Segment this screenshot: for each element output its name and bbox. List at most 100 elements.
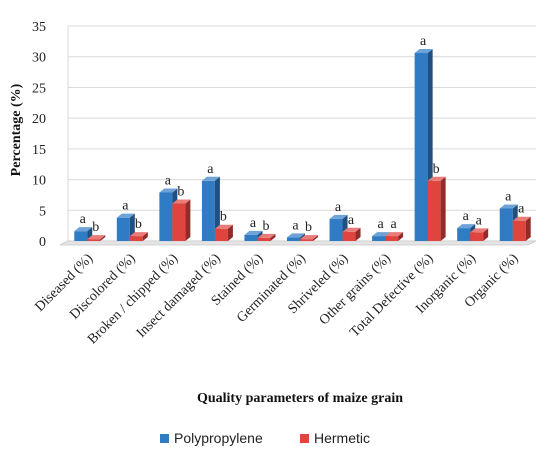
bar-top-face xyxy=(172,199,191,204)
y-tick-label: 30 xyxy=(32,51,46,66)
chart-floor-plane xyxy=(59,240,537,246)
significance-letter: b xyxy=(220,210,227,225)
bar-polypropylene xyxy=(372,236,386,241)
bar-top-face xyxy=(159,188,178,193)
bar-top-face xyxy=(329,214,348,219)
bar-side-face xyxy=(440,176,446,241)
y-axis-title: Percentage (%) xyxy=(9,83,24,176)
bar-polypropylene xyxy=(457,228,471,241)
bar-side-face xyxy=(313,235,318,241)
bar-top-face xyxy=(74,227,93,232)
bars xyxy=(74,49,531,242)
y-tick-label: 35 xyxy=(32,20,46,35)
bar-hermetic xyxy=(172,203,186,241)
category-labels: Diseased (%)Discolored (%)Broken / chipp… xyxy=(32,251,521,347)
significance-letter: a xyxy=(420,34,427,49)
significance-letter: b xyxy=(92,220,99,235)
grid xyxy=(67,25,536,242)
bar-hermetic xyxy=(87,239,101,241)
significance-letter: a xyxy=(250,216,257,231)
bar-polypropylene xyxy=(329,218,343,241)
bar-hermetic xyxy=(257,237,271,241)
bar-side-face xyxy=(142,232,148,241)
significance-letter: a xyxy=(348,213,355,228)
significance-letter: a xyxy=(335,200,342,215)
bar-side-face xyxy=(355,227,361,241)
bar-top-face xyxy=(116,213,135,218)
significance-letter: a xyxy=(165,173,172,188)
bar-polypropylene xyxy=(116,217,130,241)
bar-polypropylene xyxy=(201,180,215,241)
bar-hermetic xyxy=(342,231,356,241)
legend: Polypropylene Hermetic xyxy=(160,430,370,446)
bar-side-face xyxy=(270,233,276,241)
y-axis-ticks: 0 5 10 15 20 25 30 35 xyxy=(32,20,46,250)
significance-letter: a xyxy=(122,199,129,214)
y-tick-label: 5 xyxy=(39,204,46,219)
bar-side-face xyxy=(398,232,404,241)
significance-letter: a xyxy=(463,209,470,224)
bar-hermetic xyxy=(427,180,441,241)
significance-letter: a xyxy=(80,212,87,227)
legend-swatch xyxy=(300,434,309,443)
bar-hermetic xyxy=(214,228,228,241)
y-tick-label: 10 xyxy=(32,174,46,189)
bar-top-face xyxy=(244,230,263,235)
bar-polypropylene xyxy=(499,208,513,241)
bar-hermetic xyxy=(385,236,399,241)
legend-label: Hermetic xyxy=(314,430,370,446)
bar-top-face xyxy=(201,176,220,181)
bar-top-face xyxy=(214,224,233,229)
bar-top-face xyxy=(385,232,404,237)
bar-top-face xyxy=(512,216,531,221)
bar-side-face xyxy=(227,224,233,241)
bar-polypropylene xyxy=(159,192,173,241)
bar-top-face xyxy=(129,232,148,237)
significance-letter: b xyxy=(177,185,184,200)
y-tick-label: 25 xyxy=(32,81,46,96)
y-tick-label: 0 xyxy=(39,235,46,250)
bar-polypropylene xyxy=(244,234,258,241)
bar-top-face xyxy=(287,233,305,238)
bar-side-face xyxy=(214,176,220,241)
bar-polypropylene xyxy=(74,231,88,241)
bar-top-face xyxy=(414,49,433,54)
bar-top-face xyxy=(470,228,489,233)
bar-hermetic xyxy=(470,232,484,241)
significance-letter: a xyxy=(292,218,299,233)
chart-floor xyxy=(59,240,537,246)
legend-swatch xyxy=(160,434,169,443)
bar-top-face xyxy=(342,227,361,232)
legend-label: Polypropylene xyxy=(174,430,263,446)
bar-top-face xyxy=(257,233,276,238)
significance-letter: a xyxy=(390,217,397,232)
significance-letter: a xyxy=(377,217,384,232)
bar-hermetic xyxy=(512,220,526,241)
bar-hermetic xyxy=(129,236,143,241)
significance-letter: b xyxy=(262,219,269,234)
significance-letter: a xyxy=(476,213,483,228)
significance-letter: a xyxy=(518,202,525,217)
bar-polypropylene xyxy=(414,53,428,242)
bar-top-face xyxy=(87,235,106,240)
bar-side-face xyxy=(525,216,531,241)
bar-polypropylene xyxy=(287,237,300,241)
significance-letter: b xyxy=(305,220,312,235)
significance-letter: b xyxy=(433,162,440,177)
bar-side-face xyxy=(483,228,489,241)
bar-side-face xyxy=(100,235,106,241)
bar-top-face xyxy=(427,176,446,181)
y-tick-label: 15 xyxy=(32,143,46,158)
bar-hermetic xyxy=(300,239,313,241)
bar-top-face xyxy=(457,224,476,229)
bar-top-face xyxy=(372,232,391,237)
bar-side-face xyxy=(185,199,191,241)
significance-letter: a xyxy=(505,189,512,204)
bar-top-face xyxy=(300,235,318,240)
significance-letter: a xyxy=(207,162,214,177)
y-tick-label: 20 xyxy=(32,112,46,127)
x-axis-title: Quality parameters of maize grain xyxy=(197,391,403,406)
significance-letter: b xyxy=(135,217,142,232)
